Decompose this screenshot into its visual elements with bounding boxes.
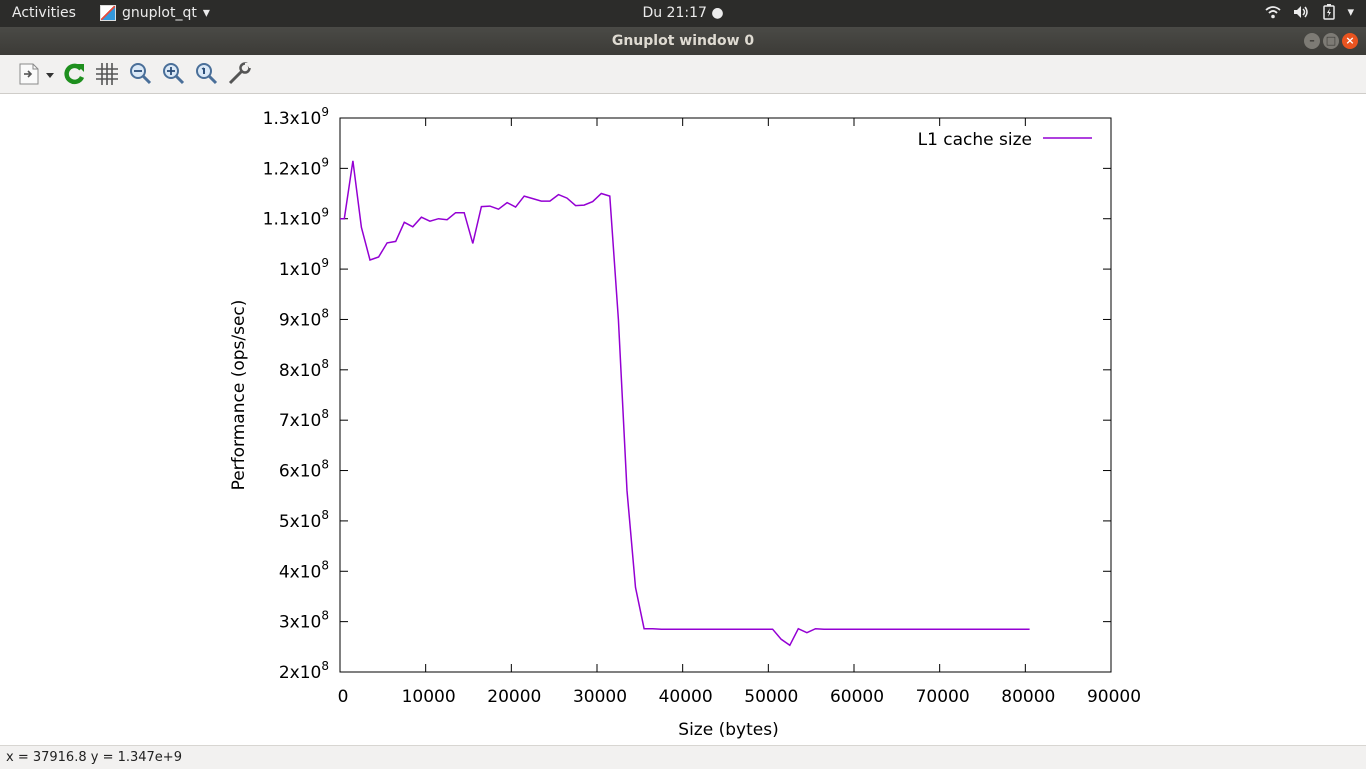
chevron-down-icon: ▾ [202,5,210,21]
zoom-next-button[interactable] [159,60,187,88]
minimize-button[interactable]: – [1304,33,1320,49]
status-bar: x = 37916.8 y = 1.347e+9 [0,745,1366,769]
autoscale-icon [196,63,218,85]
wifi-icon [1265,6,1282,19]
grid-icon [96,63,118,85]
volume-icon [1294,6,1309,18]
system-tray[interactable]: ▾ [1265,4,1354,20]
clock[interactable]: Du 21:17 ● [0,5,1366,21]
y-tick-label: 1.2x109 [263,155,329,179]
export-icon [19,63,54,85]
x-tick-label: 0 [338,687,349,707]
x-tick-label: 10000 [402,687,456,707]
y-tick-label: 7x108 [279,407,329,431]
window-title: Gnuplot window 0 [611,33,755,49]
y-tick-label: 5x108 [279,508,329,532]
zoom-next-icon [163,63,185,85]
y-tick-label: 1.3x109 [263,105,329,129]
autoscale-button[interactable] [192,60,220,88]
x-tick-label: 80000 [1001,687,1055,707]
system-menu-chevron-icon: ▾ [1347,4,1354,20]
toolbar [0,55,1366,94]
app-menu[interactable]: gnuplot_qt ▾ [100,5,210,21]
y-tick-label: 6x108 [279,458,329,482]
clock-text: Du 21:17 [642,5,707,21]
y-tick-label: 3x108 [279,609,329,633]
system-top-bar: Activities gnuplot_qt ▾ Du 21:17 ● ▾ [0,0,1366,27]
maximize-button[interactable]: □ [1323,33,1339,49]
gnuplot-app-icon [100,5,116,21]
series-line-l1-cache-size [340,160,1030,647]
y-axis-ticks: 2x108 3x108 4x108 5x108 6x108 7x108 8x108 9x108… [263,105,1111,683]
cursor-coordinates: x = 37916.8 y = 1.347e+9 [6,750,182,765]
plot-canvas[interactable]: 0 10000 20000 30000 40000 50000 60000 70000 8000… [0,94,1366,745]
y-tick-label: 8x108 [279,357,329,381]
window-title-bar: Gnuplot window 0 – □ × [0,27,1366,55]
x-tick-label: 60000 [830,687,884,707]
performance-line-chart: 0 10000 20000 30000 40000 50000 60000 70000 8000… [229,105,1141,740]
y-axis-label: Performance (ops/sec) [229,300,249,491]
notification-dot-icon: ● [711,5,724,21]
x-tick-label: 30000 [573,687,627,707]
legend-label: L1 cache size [918,130,1032,150]
app-name: gnuplot_qt [122,5,197,21]
plot-frame [339,117,1112,673]
y-tick-label: 9x108 [279,306,329,330]
x-axis-label: Size (bytes) [678,720,778,740]
export-button[interactable] [14,60,58,88]
x-tick-label: 40000 [659,687,713,707]
settings-button[interactable] [225,60,253,88]
replot-icon [64,63,85,85]
x-tick-label: 90000 [1087,687,1141,707]
settings-icon [228,62,251,85]
x-tick-label: 50000 [744,687,798,707]
replot-button[interactable] [60,60,88,88]
x-tick-label: 20000 [487,687,541,707]
y-tick-label: 1.1x109 [263,206,329,230]
y-tick-label: 4x108 [279,558,329,582]
window-controls: – □ × [1304,33,1358,49]
activities-button[interactable]: Activities [12,5,76,21]
close-button[interactable]: × [1342,33,1358,49]
y-tick-label: 1x109 [279,256,329,280]
grid-button[interactable] [93,60,121,88]
x-axis-ticks: 0 10000 20000 30000 40000 50000 60000 70000 8000… [338,118,1141,707]
y-tick-label: 2x108 [279,659,329,683]
zoom-previous-button[interactable] [126,60,154,88]
battery-icon [1323,4,1336,20]
x-tick-label: 70000 [916,687,970,707]
zoom-previous-icon [130,63,152,85]
